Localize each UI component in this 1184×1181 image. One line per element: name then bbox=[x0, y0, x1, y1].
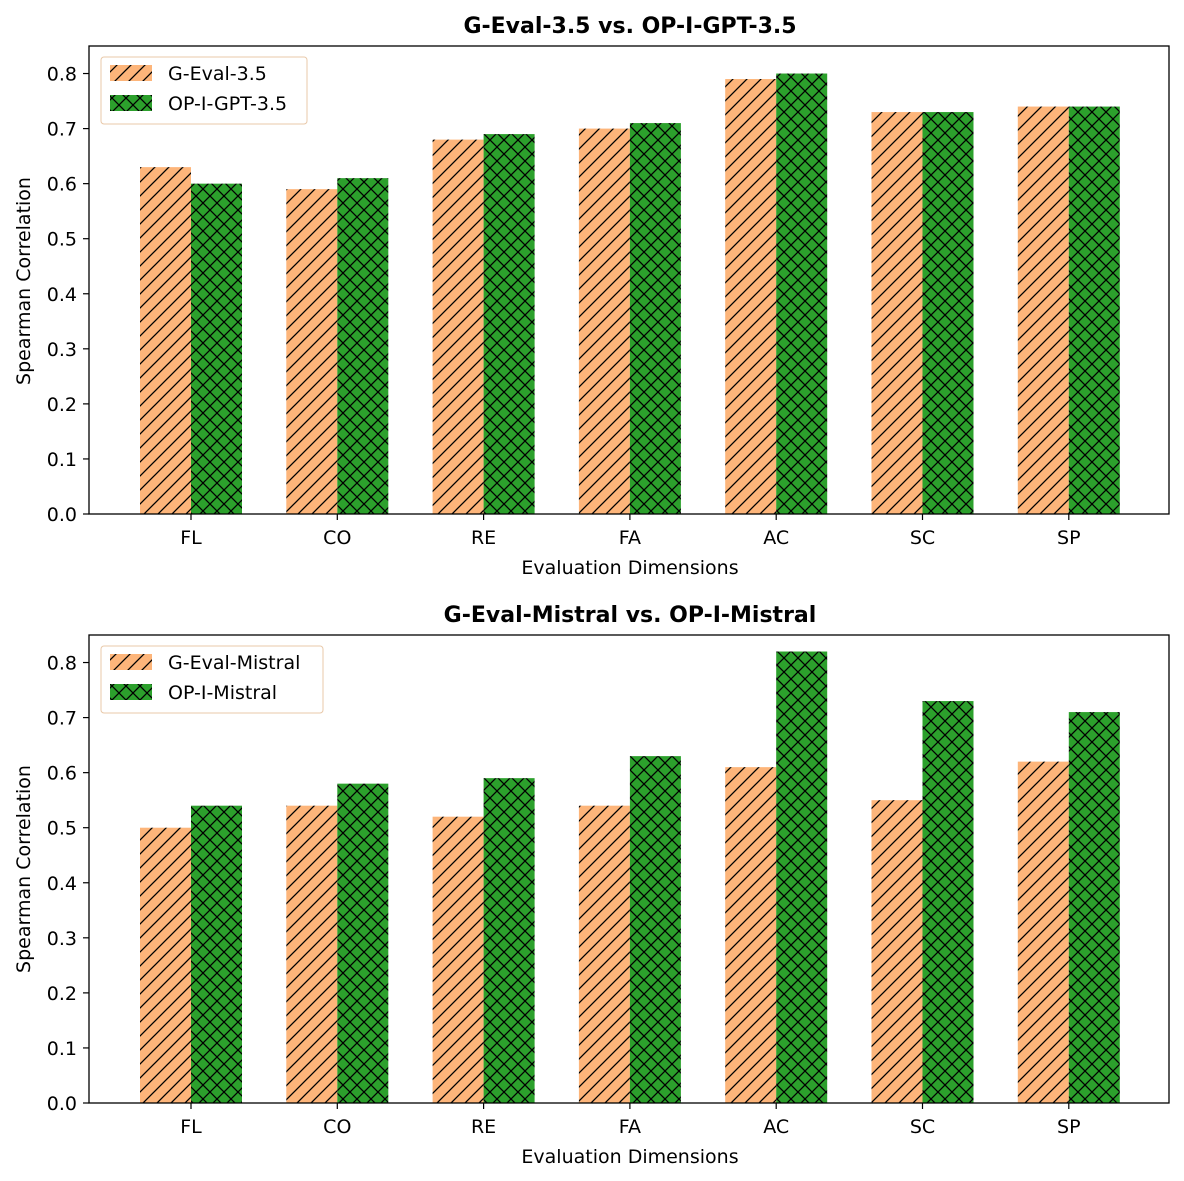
y-tick-label: 0.5 bbox=[47, 229, 77, 251]
plot-area: 0.0 0.1 0.2 0.3 0.4 0.5 0.6 0.7 0.8 FL CO RE FA AC SC S… bbox=[47, 45, 1170, 549]
bar-op-i-fl bbox=[191, 183, 242, 514]
x-tick-label-fl: FL bbox=[180, 527, 202, 549]
x-tick-label-re: RE bbox=[471, 1116, 496, 1138]
y-tick-label: 0.7 bbox=[47, 708, 77, 730]
axes-frame bbox=[88, 634, 1170, 1104]
legend-frame bbox=[100, 645, 324, 714]
y-tick-label: 0.8 bbox=[47, 653, 77, 675]
bar-g-eval-co bbox=[286, 805, 338, 1103]
bar-g-eval-sc bbox=[871, 800, 923, 1103]
y-tick-label: 0.1 bbox=[47, 1038, 77, 1060]
x-axis-label: Evaluation Dimensions bbox=[521, 1146, 738, 1168]
bar-op-i-fa bbox=[629, 123, 681, 515]
chart-title: G-Eval-3.5 vs. OP-I-GPT-3.5 bbox=[463, 14, 796, 39]
x-tick-label-ac: AC bbox=[763, 1116, 789, 1138]
legend: G-Eval-3.5 OP-I-GPT-3.5 bbox=[100, 56, 308, 125]
bar-op-i-co bbox=[337, 178, 389, 514]
y-tick-label: 0.0 bbox=[47, 504, 77, 526]
legend-label-g-eval: G-Eval-3.5 bbox=[168, 63, 267, 85]
legend: G-Eval-Mistral OP-I-Mistral bbox=[100, 645, 324, 714]
x-tick-label-sp: SP bbox=[1057, 527, 1081, 549]
bar-op-i-fl bbox=[191, 805, 242, 1103]
y-tick-label: 0.2 bbox=[47, 983, 77, 1005]
y-tick-label: 0.7 bbox=[47, 119, 77, 141]
bar-op-i-sc bbox=[922, 701, 974, 1103]
bar-g-eval-fa bbox=[578, 128, 630, 514]
bar-g-eval-fl bbox=[140, 827, 191, 1103]
x-tick-label-sc: SC bbox=[910, 1116, 935, 1138]
legend-label-op-i: OP-I-Mistral bbox=[168, 682, 277, 704]
bar-g-eval-ac bbox=[725, 767, 777, 1103]
bar-g-eval-fl bbox=[140, 167, 191, 515]
y-axis-label: Spearman Correlation bbox=[13, 177, 35, 385]
bar-g-eval-ac bbox=[725, 79, 777, 515]
legend-label-op-i: OP-I-GPT-3.5 bbox=[168, 93, 287, 115]
y-tick-label: 0.3 bbox=[47, 928, 77, 950]
bar-op-i-re bbox=[483, 134, 535, 514]
x-tick-label-co: CO bbox=[323, 1116, 351, 1138]
bar-op-i-fa bbox=[629, 756, 681, 1103]
bar-g-eval-re bbox=[432, 816, 484, 1103]
x-tick-label-re: RE bbox=[471, 527, 496, 549]
bar-op-i-sp bbox=[1068, 106, 1120, 515]
bar-op-i-ac bbox=[776, 651, 828, 1103]
chart-title: G-Eval-Mistral vs. OP-I-Mistral bbox=[444, 603, 817, 628]
y-tick-label: 0.2 bbox=[47, 394, 77, 416]
y-tick-label: 0.0 bbox=[47, 1093, 77, 1115]
bar-op-i-sp bbox=[1068, 712, 1120, 1103]
bar-op-i-co bbox=[337, 783, 389, 1103]
bar-g-eval-fa bbox=[578, 805, 630, 1103]
x-tick-label-fl: FL bbox=[180, 1116, 202, 1138]
y-tick-label: 0.5 bbox=[47, 818, 77, 840]
bar-op-i-re bbox=[483, 778, 535, 1103]
x-axis-label: Evaluation Dimensions bbox=[521, 557, 738, 579]
legend-swatch-g-eval bbox=[110, 65, 152, 81]
y-tick-label: 0.4 bbox=[47, 284, 77, 306]
y-tick-label: 0.4 bbox=[47, 873, 77, 895]
x-tick-label-sp: SP bbox=[1057, 1116, 1081, 1138]
chart-bottom: G-Eval-Mistral vs. OP-I-Mistral 0.00.10.… bbox=[13, 603, 1170, 1168]
bar-g-eval-sc bbox=[871, 112, 923, 514]
x-tick-label-ac: AC bbox=[763, 527, 789, 549]
bar-op-i-ac bbox=[776, 73, 828, 514]
plot-area: 0.0 0.1 0.2 0.3 0.4 0.5 0.6 0.7 0.8 FL CO RE FA AC SC S… bbox=[47, 634, 1170, 1138]
y-axis-label: Spearman Correlation bbox=[13, 765, 35, 973]
bar-g-eval-sp bbox=[1017, 761, 1069, 1103]
y-tick-label: 0.6 bbox=[47, 174, 77, 196]
legend-swatch-g-eval bbox=[110, 654, 152, 670]
y-tick-label: 0.1 bbox=[47, 449, 77, 471]
bar-g-eval-sp bbox=[1017, 106, 1069, 515]
axes-frame bbox=[88, 45, 1170, 515]
bar-op-i-sc bbox=[922, 112, 974, 514]
legend-swatch-op-i bbox=[110, 95, 152, 111]
chart-top: G-Eval-3.5 vs. OP-I-GPT-3.5 0.0 0.1 0.2 0.3… bbox=[13, 14, 1170, 579]
x-tick-label-fa: FA bbox=[619, 1116, 641, 1138]
y-tick-label: 0.3 bbox=[47, 339, 77, 361]
y-tick-label: 0.6 bbox=[47, 763, 77, 785]
legend-frame bbox=[100, 56, 308, 125]
y-tick-label: 0.8 bbox=[47, 64, 77, 86]
x-tick-label-fa: FA bbox=[619, 527, 641, 549]
bar-g-eval-co bbox=[286, 189, 338, 514]
x-tick-label-co: CO bbox=[323, 527, 351, 549]
x-tick-label-sc: SC bbox=[910, 527, 935, 549]
legend-swatch-op-i bbox=[110, 684, 152, 700]
legend-label-g-eval: G-Eval-Mistral bbox=[168, 652, 300, 674]
bar-g-eval-re bbox=[432, 139, 484, 514]
